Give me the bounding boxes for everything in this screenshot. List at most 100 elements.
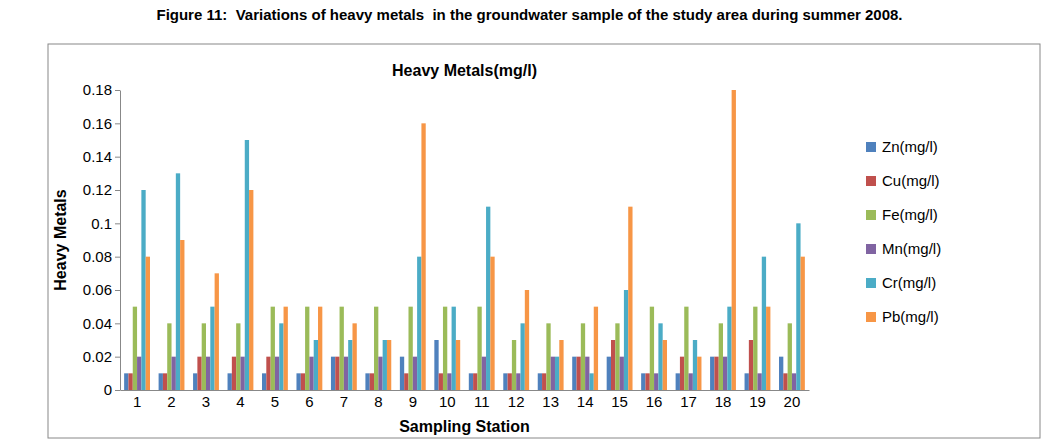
- bar: [676, 373, 680, 390]
- bar-series: [141, 140, 800, 390]
- x-tick-label: 4: [236, 393, 244, 410]
- y-tick: 0.06: [83, 281, 120, 298]
- legend-item: Mn(mg/l): [866, 240, 941, 257]
- bar: [654, 373, 658, 390]
- bar: [525, 290, 529, 390]
- legend-item: Pb(mg/l): [866, 308, 939, 325]
- x-tick: 12: [508, 390, 525, 410]
- y-tick-mark: [115, 390, 120, 391]
- bar: [193, 373, 197, 390]
- x-tick-label: 13: [542, 393, 559, 410]
- bar-series: [146, 90, 805, 390]
- bar: [521, 323, 525, 390]
- bar: [421, 123, 425, 390]
- bar: [378, 357, 382, 390]
- bar: [413, 357, 417, 390]
- bar: [710, 357, 714, 390]
- x-tick: 8: [374, 390, 382, 410]
- x-tick-label: 7: [340, 393, 348, 410]
- chart-frame: [48, 44, 1040, 438]
- bar: [508, 373, 512, 390]
- bar: [516, 373, 520, 390]
- bar: [159, 373, 163, 390]
- x-tick: 11: [474, 390, 490, 410]
- bar: [180, 240, 184, 390]
- bar: [240, 357, 244, 390]
- bar: [594, 307, 598, 390]
- y-tick-mark: [115, 223, 120, 224]
- bar: [680, 357, 684, 390]
- bar: [176, 173, 180, 390]
- x-tick-label: 5: [271, 393, 279, 410]
- bar: [236, 323, 240, 390]
- legend-label: Mn(mg/l): [882, 240, 941, 257]
- bar-series: [128, 340, 787, 390]
- bar: [275, 357, 279, 390]
- legend-item: Zn(mg/l): [866, 138, 938, 155]
- y-tick-label: 0.18: [83, 81, 112, 98]
- x-tick: 1: [133, 390, 141, 410]
- y-tick: 0.02: [83, 348, 120, 365]
- bar: [447, 373, 451, 390]
- bar: [469, 373, 473, 390]
- x-tick: 18: [715, 390, 732, 410]
- y-axis: 00.020.040.060.080.10.120.140.160.18: [83, 81, 121, 398]
- bar: [486, 207, 490, 390]
- x-tick: 17: [680, 390, 697, 410]
- bar: [215, 273, 219, 390]
- caption: Figure 11: Variations of heavy metals in…: [156, 6, 902, 23]
- bar: [232, 357, 236, 390]
- x-tick-label: 1: [133, 393, 141, 410]
- bar: [228, 373, 232, 390]
- bar: [163, 373, 167, 390]
- x-tick: 5: [271, 390, 279, 410]
- bar: [482, 357, 486, 390]
- legend-label: Pb(mg/l): [882, 308, 939, 325]
- bar: [663, 340, 667, 390]
- bar: [732, 90, 736, 390]
- bar: [197, 357, 201, 390]
- bar: [503, 373, 507, 390]
- bar: [124, 373, 128, 390]
- bar: [658, 323, 662, 390]
- y-tick: 0: [104, 381, 120, 398]
- y-tick: 0.04: [83, 315, 120, 332]
- x-tick: 9: [409, 390, 417, 410]
- bar: [434, 340, 438, 390]
- bar: [210, 307, 214, 390]
- bar: [262, 373, 266, 390]
- y-tick-mark: [115, 323, 120, 324]
- bar: [607, 357, 611, 390]
- x-tick-label: 19: [749, 393, 766, 410]
- x-axis: 1234567891011121314151617181920: [121, 390, 810, 410]
- bar: [439, 373, 443, 390]
- bar: [296, 373, 300, 390]
- x-tick-label: 17: [680, 393, 697, 410]
- bar: [141, 190, 145, 390]
- bar: [766, 307, 770, 390]
- bar: [697, 357, 701, 390]
- bar: [456, 340, 460, 390]
- bar: [512, 340, 516, 390]
- bar: [206, 357, 210, 390]
- bar: [624, 290, 628, 390]
- legend-item: Cr(mg/l): [866, 274, 936, 291]
- bar: [757, 373, 761, 390]
- bar: [387, 340, 391, 390]
- bar: [352, 323, 356, 390]
- bar: [693, 340, 697, 390]
- bar: [559, 340, 563, 390]
- bar: [490, 257, 494, 390]
- bar-series: [137, 357, 796, 390]
- y-tick-mark: [115, 357, 120, 358]
- legend-label: Fe(mg/l): [882, 206, 938, 223]
- y-tick-mark: [115, 123, 120, 124]
- y-tick-mark: [115, 90, 120, 91]
- bar: [801, 257, 805, 390]
- bar: [309, 357, 313, 390]
- bar: [400, 357, 404, 390]
- bar: [753, 307, 757, 390]
- y-tick: 0.14: [83, 148, 120, 165]
- y-tick-mark: [115, 157, 120, 158]
- chart: Figure 11: Variations of heavy metals in…: [0, 0, 1059, 442]
